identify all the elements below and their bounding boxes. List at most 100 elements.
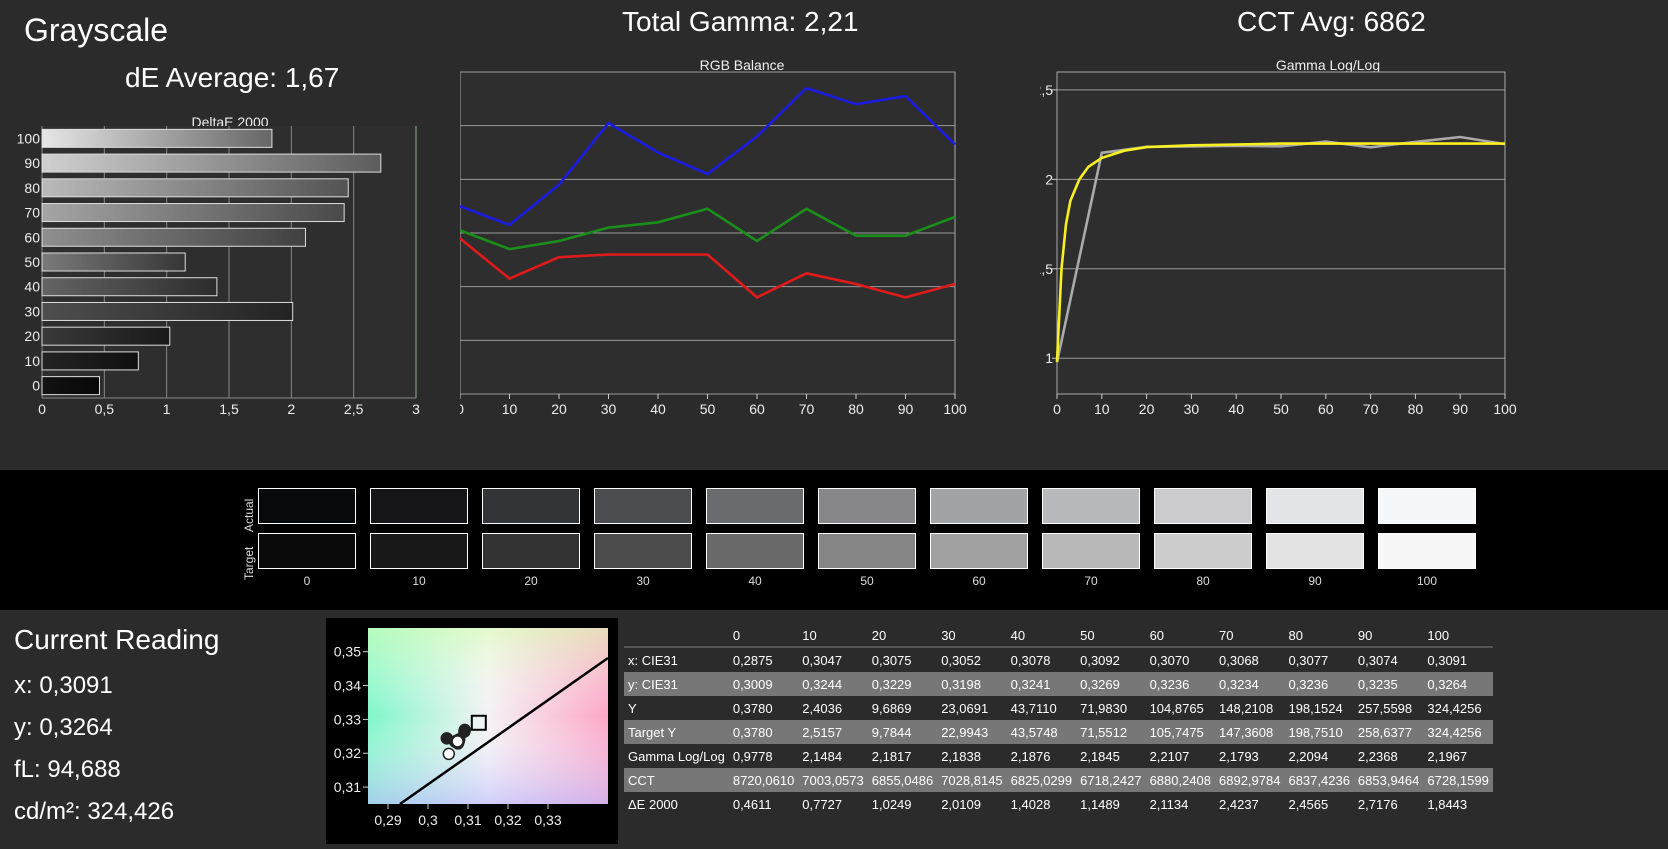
x-tick-label: 2,5 bbox=[344, 401, 364, 417]
swatch-actual bbox=[706, 488, 804, 524]
deltae-bar bbox=[41, 277, 218, 297]
cct-avg: CCT Avg: 6862 bbox=[1237, 6, 1426, 37]
table-cell: 1,8443 bbox=[1423, 792, 1493, 816]
table-cell: 2,1817 bbox=[867, 744, 938, 768]
deltae-bar bbox=[41, 178, 349, 198]
deltae-bar bbox=[41, 376, 100, 396]
x-tick-label: 70 bbox=[799, 401, 815, 417]
table-cell: 2,1845 bbox=[1076, 744, 1146, 768]
y-tick-label: 0 bbox=[32, 378, 40, 394]
deltae-bar bbox=[41, 128, 273, 148]
deltae-bar bbox=[41, 227, 306, 247]
deltae-bar bbox=[41, 153, 382, 173]
swatch-actual bbox=[930, 488, 1028, 524]
y-tick-label: 90 bbox=[24, 155, 40, 171]
table-cell: 0,3077 bbox=[1284, 648, 1354, 672]
table-row: Target Y 0,3780 2,5157 9,7844 22,9943 43,5748… bbox=[624, 720, 1493, 744]
table-cell: 2,2107 bbox=[1145, 744, 1216, 768]
swatch-actual bbox=[1266, 488, 1364, 524]
table-cell: 148,2108 bbox=[1215, 696, 1285, 720]
table-cell: 9,6869 bbox=[867, 696, 938, 720]
series-line bbox=[460, 86, 956, 227]
table-cell: x: CIE31 bbox=[624, 648, 729, 672]
y-tick-label: 0,35 bbox=[334, 644, 361, 660]
y-tick-label: 10 bbox=[24, 353, 40, 369]
table-cell: 0,3068 bbox=[1215, 648, 1285, 672]
table-cell: 0,3244 bbox=[798, 672, 868, 696]
x-tick-label: 0,31 bbox=[454, 812, 481, 828]
table-cell: 2,7176 bbox=[1353, 792, 1424, 816]
table-cell: 8720,0610 bbox=[728, 768, 799, 792]
swatch-label: 30 bbox=[636, 574, 650, 588]
table-cell: 1,4028 bbox=[1006, 792, 1077, 816]
table-cell: 2,1134 bbox=[1145, 792, 1216, 816]
reading-cdm2: cd/m²: 324,426 bbox=[14, 798, 175, 825]
rgb-balance-chart: RGB Balance 6420-2-4-6010203040506070809… bbox=[460, 57, 967, 417]
table-cell: 6880,2408 bbox=[1145, 768, 1216, 792]
x-tick-label: 0 bbox=[460, 401, 464, 417]
table-cell: Target Y bbox=[624, 720, 729, 744]
table-row: x: CIE31 0,2875 0,3047 0,3075 0,3052 0,3078 0,… bbox=[624, 648, 1493, 672]
swatch-label: 60 bbox=[972, 574, 986, 588]
table-cell: 6728,1599 bbox=[1423, 768, 1493, 792]
x-tick-label: 90 bbox=[898, 401, 914, 417]
x-tick-label: 2 bbox=[287, 401, 295, 417]
table-cell: 0,3269 bbox=[1076, 672, 1146, 696]
table-cell: 2,4237 bbox=[1215, 792, 1285, 816]
swatch-target bbox=[1042, 533, 1140, 569]
deltae-bar bbox=[41, 326, 171, 346]
plot-area bbox=[1056, 71, 1506, 395]
y-tick-label: 50 bbox=[24, 254, 40, 270]
table-cell: ΔE 2000 bbox=[624, 792, 729, 816]
y-tick-label: 0,33 bbox=[334, 711, 361, 727]
reading-x: x: 0,3091 bbox=[14, 672, 113, 699]
x-tick-label: 40 bbox=[650, 401, 666, 417]
y-tick-label: 0,31 bbox=[334, 779, 361, 795]
y-tick-label: 30 bbox=[24, 303, 40, 319]
table-cell: 0,3236 bbox=[1145, 672, 1216, 696]
column-header: 40 bbox=[1006, 624, 1077, 646]
x-tick-label: 90 bbox=[1452, 401, 1468, 417]
table-cell: 43,5748 bbox=[1006, 720, 1077, 744]
table-cell: 2,1484 bbox=[798, 744, 868, 768]
table-cell: 0,2875 bbox=[728, 648, 799, 672]
x-tick-label: 10 bbox=[502, 401, 518, 417]
table-cell: 0,3052 bbox=[937, 648, 1007, 672]
table-cell: 6718,2427 bbox=[1076, 768, 1146, 792]
table-cell: 324,4256 bbox=[1423, 720, 1493, 744]
column-header: 0 bbox=[728, 624, 799, 646]
measurement-point bbox=[458, 725, 471, 738]
current-reading-title: Current Reading bbox=[14, 624, 220, 655]
table-cell: 6825,0299 bbox=[1006, 768, 1077, 792]
swatch-label: 0 bbox=[303, 574, 311, 588]
table-cell: 0,9778 bbox=[728, 744, 799, 768]
y-tick-label: 2,5 bbox=[1040, 82, 1053, 98]
column-header: 60 bbox=[1145, 624, 1216, 646]
x-tick-label: 0 bbox=[38, 401, 46, 417]
swatch-target bbox=[1154, 533, 1252, 569]
x-tick-label: 0,29 bbox=[374, 812, 401, 828]
table-cell: 0,3075 bbox=[867, 648, 938, 672]
swatch-target bbox=[706, 533, 804, 569]
table-cell: 9,7844 bbox=[867, 720, 938, 744]
table-cell: 0,3092 bbox=[1076, 648, 1146, 672]
table-row: y: CIE31 0,3009 0,3244 0,3229 0,3198 0,3241 0,… bbox=[624, 672, 1493, 696]
column-header: 70 bbox=[1215, 624, 1285, 646]
swatch-target bbox=[818, 533, 916, 569]
series-line bbox=[1055, 142, 1505, 362]
x-tick-label: 3 bbox=[412, 401, 420, 417]
table-cell: 2,1793 bbox=[1215, 744, 1285, 768]
swatch-actual bbox=[1154, 488, 1252, 524]
swatch-label: 10 bbox=[412, 574, 426, 588]
table-cell: 198,7510 bbox=[1284, 720, 1354, 744]
y-tick-label: 1 bbox=[1045, 350, 1053, 366]
section-title: Grayscale bbox=[24, 12, 169, 48]
table-cell: 2,4036 bbox=[798, 696, 868, 720]
swatch-actual bbox=[370, 488, 468, 524]
table-cell: 0,3074 bbox=[1353, 648, 1424, 672]
table-cell: 105,7475 bbox=[1145, 720, 1216, 744]
y-tick-label: 1,5 bbox=[1040, 261, 1053, 277]
column-header: 10 bbox=[798, 624, 868, 646]
deltae-bar bbox=[41, 252, 186, 272]
column-header: 80 bbox=[1284, 624, 1354, 646]
